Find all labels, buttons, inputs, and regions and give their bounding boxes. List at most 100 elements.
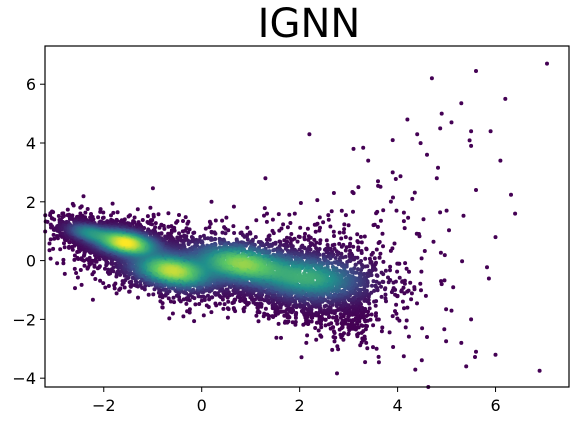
scatter-point: [255, 301, 260, 306]
scatter-point: [303, 231, 307, 236]
scatter-point: [103, 266, 107, 271]
scatter-point: [245, 225, 250, 230]
scatter-point: [231, 306, 236, 311]
scatter-point: [350, 318, 355, 323]
scatter-point: [106, 284, 111, 288]
scatter-point: [45, 219, 50, 224]
scatter-point: [375, 224, 380, 229]
scatter-point: [342, 331, 346, 336]
scatter-point: [327, 314, 332, 319]
scatter-point: [113, 281, 118, 286]
scatter-point: [226, 299, 231, 304]
scatter-point: [373, 303, 378, 308]
scatter-point: [417, 234, 422, 239]
scatter-point: [55, 234, 59, 238]
scatter-point: [145, 214, 150, 219]
scatter-point: [391, 345, 396, 349]
scatter-point: [356, 331, 361, 336]
scatter-point: [337, 230, 342, 235]
scatter-point: [89, 212, 93, 216]
scatter-point: [381, 259, 386, 264]
scatter-point: [313, 229, 318, 234]
scatter-point: [442, 327, 447, 332]
scatter-point: [276, 321, 281, 326]
scatter-point: [266, 234, 271, 239]
scatter-point: [151, 214, 156, 219]
scatter-point: [378, 251, 383, 256]
scatter-point: [50, 224, 54, 229]
scatter-point: [67, 244, 71, 249]
scatter-point: [180, 229, 185, 234]
scatter-point: [451, 285, 456, 290]
scatter-point: [264, 237, 269, 242]
scatter-point: [378, 184, 383, 189]
scatter-point: [351, 244, 356, 249]
scatter-point: [129, 279, 134, 284]
scatter-point: [150, 186, 155, 191]
scatter-point: [156, 212, 161, 217]
scatter-point: [79, 282, 84, 287]
scatter-point: [346, 331, 351, 336]
scatter-point: [418, 141, 423, 146]
scatter-point: [51, 232, 56, 237]
scatter-point: [201, 294, 206, 299]
scatter-point: [72, 266, 77, 271]
scatter-point: [254, 313, 259, 318]
scatter-point: [232, 231, 237, 235]
scatter-point: [185, 309, 190, 314]
scatter-point: [209, 237, 214, 242]
scatter-point: [83, 210, 88, 215]
scatter-point: [183, 215, 188, 220]
scatter-point: [162, 226, 167, 231]
scatter-point: [421, 217, 426, 222]
scatter-point: [388, 264, 393, 269]
scatter-point: [151, 292, 156, 297]
scatter-point: [332, 292, 337, 297]
scatter-point: [406, 334, 411, 339]
scatter-point: [349, 270, 354, 274]
scatter-point: [387, 330, 392, 335]
scatter-point: [316, 328, 321, 333]
scatter-point: [338, 312, 343, 317]
scatter-point: [379, 284, 383, 289]
scatter-point: [303, 321, 308, 326]
scatter-point: [47, 241, 52, 246]
scatter-point: [371, 279, 376, 284]
scatter-point: [331, 229, 336, 234]
scatter-point: [380, 325, 385, 330]
scatter-point: [299, 355, 304, 360]
scatter-point: [374, 311, 378, 316]
scatter-point: [331, 315, 335, 320]
scatter-point: [85, 207, 90, 211]
scatter-point: [363, 323, 368, 328]
scatter-point: [348, 236, 353, 241]
scatter-point: [101, 281, 106, 286]
scatter-point: [359, 251, 364, 255]
scatter-point: [369, 312, 374, 317]
scatter-point: [419, 358, 424, 363]
scatter-point: [212, 291, 217, 296]
scatter-point: [209, 230, 214, 235]
scatter-point: [187, 307, 192, 312]
scatter-point: [48, 237, 53, 242]
scatter-point: [231, 204, 236, 209]
scatter-point: [152, 287, 157, 292]
scatter-point: [261, 250, 266, 255]
scatter-point: [161, 223, 166, 228]
scatter-point: [98, 209, 103, 214]
scatter-point: [209, 310, 214, 315]
scatter-point: [312, 222, 317, 227]
scatter-point: [412, 285, 417, 290]
scatter-point: [78, 268, 83, 272]
scatter-point: [171, 295, 176, 300]
scatter-point: [325, 243, 330, 247]
scatter-point: [62, 241, 66, 246]
scatter-point: [191, 231, 196, 235]
scatter-point: [174, 220, 179, 225]
scatter-point: [419, 288, 423, 293]
scatter-point: [52, 217, 57, 222]
scatter-point: [438, 210, 443, 215]
scatter-point: [334, 314, 339, 319]
scatter-point: [73, 286, 77, 291]
scatter-point: [362, 334, 367, 339]
